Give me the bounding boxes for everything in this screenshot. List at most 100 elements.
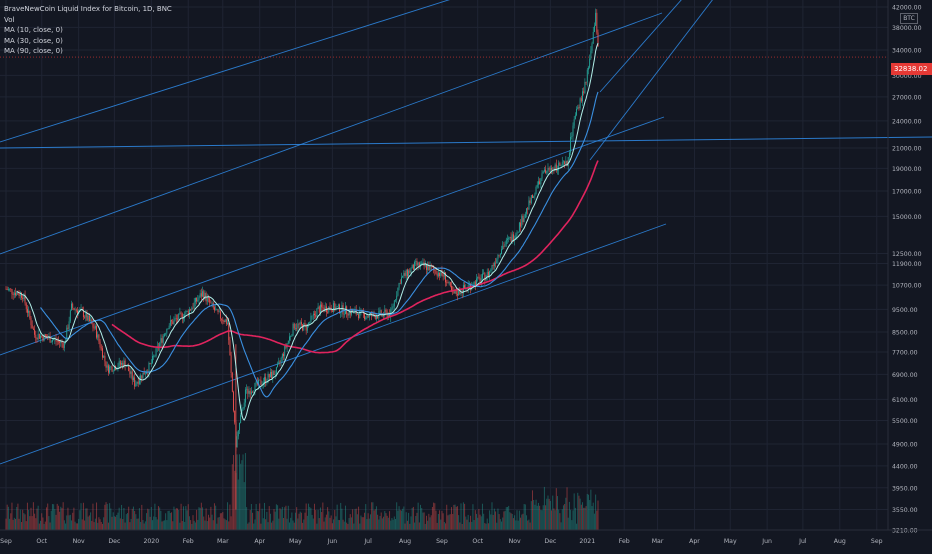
- candle-body: [15, 293, 16, 296]
- candle-body: [492, 265, 493, 270]
- volume-bar: [126, 514, 127, 530]
- volume-bar: [505, 511, 506, 530]
- volume-bar: [13, 520, 14, 530]
- volume-bar: [16, 507, 17, 530]
- volume-bar: [333, 519, 334, 530]
- candle-body: [260, 380, 261, 385]
- volume-bar: [252, 513, 253, 530]
- volume-bar: [409, 524, 410, 530]
- volume-bar: [166, 520, 167, 530]
- volume-bar: [275, 512, 276, 530]
- candle-body: [163, 336, 164, 343]
- volume-bar: [353, 524, 354, 530]
- candle-body: [103, 356, 104, 358]
- legend-ma30[interactable]: MA (30, close, 0): [4, 36, 172, 47]
- x-tick-label: Mar: [652, 538, 664, 545]
- volume-bar: [344, 522, 345, 530]
- candle-body: [564, 161, 565, 163]
- volume-bar: [507, 507, 508, 530]
- candle-body: [199, 297, 200, 299]
- candle-body: [143, 372, 144, 378]
- legend-vol[interactable]: Vol: [4, 15, 172, 26]
- volume-bar: [127, 513, 128, 530]
- candle-body: [525, 214, 526, 218]
- candle-body: [480, 278, 481, 282]
- x-tick-label: Sep: [871, 538, 883, 545]
- volume-bar: [553, 508, 554, 530]
- candle-body: [343, 305, 344, 314]
- x-tick-label: Apr: [689, 538, 700, 545]
- volume-bar: [514, 515, 515, 530]
- volume-bar: [190, 520, 191, 530]
- volume-bar: [512, 514, 513, 530]
- volume-bar: [449, 515, 450, 530]
- volume-bar: [140, 522, 141, 530]
- candle-body: [332, 311, 333, 312]
- candle-body: [561, 165, 562, 166]
- y-tick-label: 38000.00: [892, 25, 922, 32]
- volume-bar: [98, 517, 99, 530]
- candle-body: [563, 161, 564, 162]
- chart-legend: BraveNewCoin Liquid Index for Bitcoin, 1…: [4, 4, 172, 57]
- candle-body: [187, 311, 188, 312]
- volume-bar: [10, 513, 11, 530]
- candle-body: [137, 382, 138, 384]
- ma10-line: [17, 43, 598, 420]
- candle-body: [314, 314, 315, 315]
- candle-body: [428, 265, 429, 270]
- legend-ma90[interactable]: MA (90, close, 0): [4, 46, 172, 57]
- candle-body: [47, 338, 48, 339]
- volume-bar: [471, 522, 472, 530]
- candle-body: [421, 263, 422, 264]
- candle-body: [293, 324, 294, 336]
- volume-bar: [229, 505, 230, 530]
- volume-bar: [21, 522, 22, 530]
- candle-body: [517, 233, 518, 235]
- candle-body: [380, 310, 381, 311]
- candle-body: [581, 98, 582, 101]
- volume-bar: [582, 502, 583, 530]
- volume-bar: [494, 509, 495, 530]
- legend-ma10[interactable]: MA (10, close, 0): [4, 25, 172, 36]
- volume-bar: [300, 512, 301, 530]
- currency-badge[interactable]: BTC: [900, 13, 918, 24]
- candle-body: [338, 304, 339, 306]
- candle-body: [151, 363, 152, 364]
- volume-bar: [246, 507, 247, 530]
- volume-bar: [142, 520, 143, 530]
- candle-body: [156, 348, 157, 356]
- volume-bar: [22, 510, 23, 530]
- candle-body: [284, 346, 285, 356]
- candle-body: [276, 367, 277, 374]
- legend-title[interactable]: BraveNewCoin Liquid Index for Bitcoin, 1…: [4, 4, 172, 15]
- candle-body: [256, 381, 257, 383]
- volume-bar: [401, 511, 402, 530]
- volume-bar: [145, 521, 146, 530]
- ma90-line: [112, 161, 598, 353]
- volume-bar: [383, 517, 384, 530]
- candle-body: [395, 300, 396, 301]
- candle-body: [59, 341, 60, 342]
- candle-body: [574, 119, 575, 125]
- candle-body: [543, 171, 544, 173]
- volume-bar: [575, 508, 576, 530]
- volume-bar: [157, 519, 158, 530]
- volume-bar: [513, 518, 514, 530]
- volume-bar: [444, 522, 445, 530]
- volume-bar: [360, 516, 361, 530]
- volume-bar: [377, 515, 378, 530]
- candle-body: [153, 356, 154, 357]
- candle-body: [526, 208, 527, 213]
- trend-lines[interactable]: [0, 0, 932, 464]
- volume-bar: [27, 503, 28, 530]
- volume-bar: [580, 499, 581, 530]
- volume-bar: [263, 518, 264, 530]
- volume-bar: [108, 523, 109, 530]
- candle-body: [98, 334, 99, 341]
- candle-body: [154, 356, 155, 357]
- candle-body: [508, 238, 509, 239]
- candle-body: [214, 307, 215, 310]
- candle-body: [447, 283, 448, 284]
